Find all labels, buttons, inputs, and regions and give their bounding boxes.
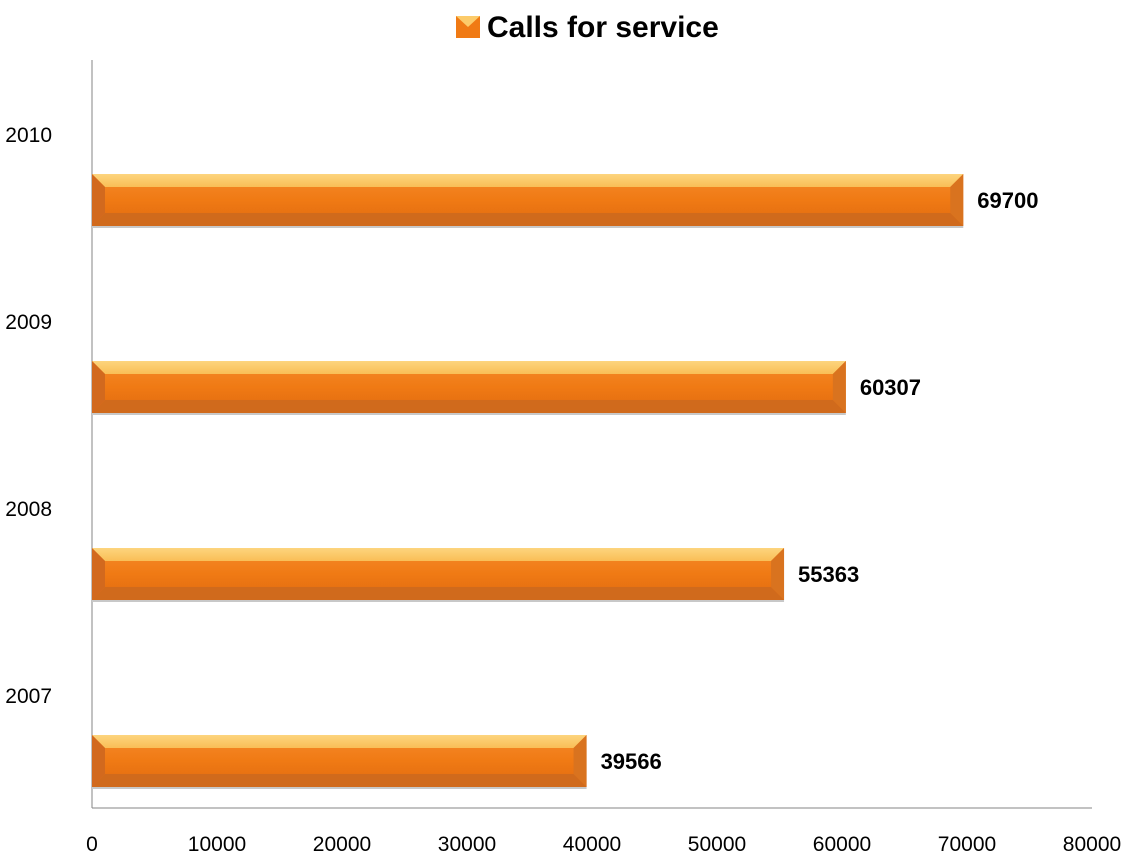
- legend-marker: [456, 16, 480, 38]
- bar-left-bevel: [92, 548, 105, 600]
- bar-group: [92, 735, 587, 789]
- bar-group: [92, 174, 964, 228]
- data-label: 39566: [601, 749, 662, 774]
- x-tick-label: 40000: [563, 833, 621, 855]
- y-tick-label: 2008: [5, 498, 52, 521]
- bar-bottom-bevel: [92, 213, 964, 226]
- bar-top-bevel: [92, 361, 846, 374]
- data-label: 69700: [977, 188, 1038, 213]
- x-tick-label: 60000: [813, 833, 871, 855]
- data-label: 55363: [798, 562, 859, 587]
- x-tick-label: 10000: [188, 833, 246, 855]
- y-tick-label: 2009: [5, 311, 52, 334]
- data-label: 60307: [860, 375, 921, 400]
- bar-right-bevel: [573, 735, 587, 787]
- bar-right-bevel: [950, 174, 964, 226]
- bar-group: [92, 548, 785, 602]
- x-tick-label: 50000: [688, 833, 746, 855]
- bar-left-bevel: [92, 174, 105, 226]
- bar-top-bevel: [92, 735, 587, 748]
- x-tick-label: 0: [86, 833, 98, 855]
- bar-right-bevel: [771, 548, 785, 600]
- legend-label: Calls for service: [487, 11, 719, 44]
- bar-bottom-bevel: [92, 587, 785, 600]
- legend: Calls for service: [456, 11, 719, 44]
- x-tick-label: 20000: [313, 833, 371, 855]
- bar-left-bevel: [92, 735, 105, 787]
- y-tick-label: 2007: [5, 685, 52, 708]
- bar-bottom-bevel: [92, 774, 587, 787]
- bar-top-bevel: [92, 174, 964, 187]
- bar-left-bevel: [92, 361, 105, 413]
- bar-right-bevel: [832, 361, 846, 413]
- y-tick-label: 2010: [5, 124, 52, 147]
- x-tick-label: 70000: [938, 833, 996, 855]
- plot-area: 0 10000 20000 30000 40000 50000 60000 70000 8000…: [5, 60, 1121, 855]
- bar-top-bevel: [92, 548, 785, 561]
- bar-group: [92, 361, 846, 415]
- x-tick-label: 80000: [1063, 833, 1121, 855]
- bar-bottom-bevel: [92, 400, 846, 413]
- x-tick-label: 30000: [438, 833, 496, 855]
